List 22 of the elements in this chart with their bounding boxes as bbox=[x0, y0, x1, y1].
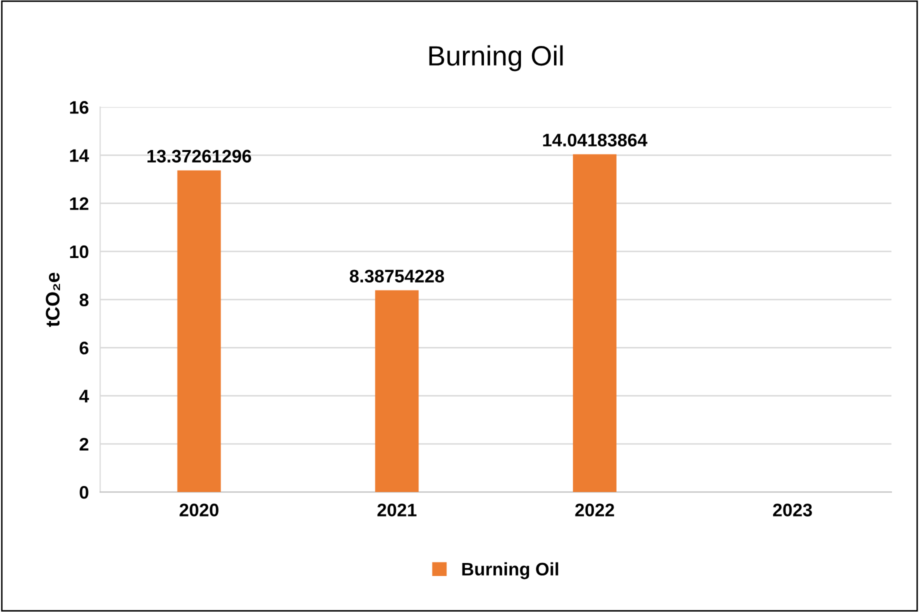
y-tick-label: 6 bbox=[80, 342, 88, 354]
y-tick-label: 0 bbox=[80, 486, 88, 499]
y-axis-title: tCO₂e bbox=[46, 272, 60, 327]
data-label: 13.37261296 bbox=[148, 150, 252, 163]
x-tick-label: 2022 bbox=[575, 504, 614, 516]
x-tick-label: 2020 bbox=[180, 504, 218, 516]
data-label: 14.04183864 bbox=[543, 134, 648, 146]
x-tick-label: 2023 bbox=[773, 504, 812, 516]
bar bbox=[375, 290, 419, 492]
x-tick-label: 2021 bbox=[377, 504, 416, 516]
y-tick-label: 16 bbox=[70, 101, 88, 114]
legend-label: Burning Oil bbox=[462, 562, 558, 580]
chart-title: Burning Oil bbox=[429, 45, 563, 72]
bar bbox=[572, 154, 616, 492]
bar bbox=[177, 170, 221, 492]
y-tick-label: 2 bbox=[80, 438, 88, 450]
y-tick-label: 14 bbox=[70, 149, 89, 162]
y-tick-label: 8 bbox=[80, 294, 89, 306]
y-tick-label: 12 bbox=[70, 197, 88, 210]
y-tick-label: 4 bbox=[79, 390, 89, 402]
data-label: 8.38754228 bbox=[350, 270, 444, 283]
y-tick-label: 10 bbox=[70, 245, 88, 258]
